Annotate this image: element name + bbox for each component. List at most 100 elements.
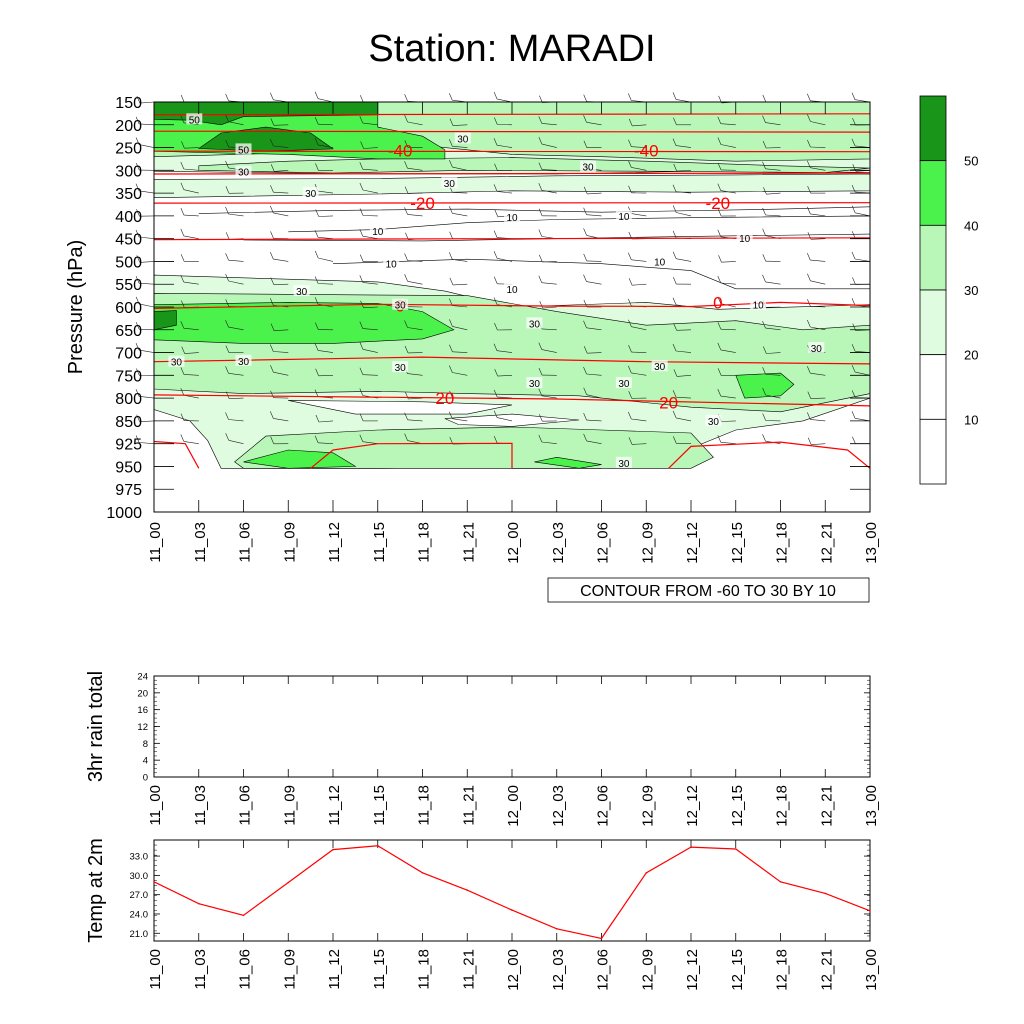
wind-barb bbox=[180, 321, 185, 329]
wind-barb bbox=[362, 349, 378, 353]
wind-barb bbox=[136, 414, 140, 422]
info-label: CONTOUR FROM -60 TO 30 BY 10 bbox=[547, 577, 870, 603]
wind-barb bbox=[807, 299, 811, 307]
colorbar-swatch bbox=[919, 160, 947, 226]
humidity-label: 10 bbox=[386, 260, 398, 271]
temp-point bbox=[869, 910, 871, 912]
label-bg bbox=[168, 355, 185, 367]
humidity-label: 30 bbox=[444, 179, 456, 190]
wind-barb bbox=[631, 351, 647, 353]
colorbar: 50 40 30 20 10 bbox=[919, 95, 978, 485]
humidity-label: 30 bbox=[583, 163, 595, 174]
wind-barb bbox=[721, 261, 736, 263]
wind-barb bbox=[586, 419, 602, 422]
wind-barb bbox=[225, 345, 230, 353]
wind-barb bbox=[135, 116, 140, 125]
humidity-label: 10 bbox=[506, 213, 518, 224]
wind-barb bbox=[539, 254, 543, 263]
info-text: CONTOUR FROM -60 TO 30 BY 10 bbox=[580, 583, 836, 600]
wind-barb bbox=[583, 387, 587, 395]
wind-barb bbox=[138, 349, 155, 353]
temp-point bbox=[556, 928, 558, 930]
wind-barb bbox=[807, 391, 812, 399]
wind-barb bbox=[855, 371, 871, 376]
wind-barb bbox=[717, 435, 722, 443]
wind-barb bbox=[180, 367, 185, 375]
wind-barb bbox=[407, 419, 423, 422]
wind-barb bbox=[675, 350, 692, 353]
y-tick-label: 20 bbox=[137, 688, 148, 699]
x-tick-label: 12_06 bbox=[595, 949, 612, 991]
wind-barb bbox=[676, 170, 692, 172]
wind-barb bbox=[676, 329, 692, 331]
wind-barb bbox=[631, 146, 647, 148]
wind-barb bbox=[628, 391, 632, 399]
wind-barb bbox=[404, 161, 408, 169]
wind-barb bbox=[494, 322, 498, 331]
wind-barb bbox=[541, 123, 557, 126]
x-tick-label: 11_18 bbox=[416, 522, 433, 563]
y-tick-label: 450 bbox=[115, 232, 142, 249]
x-tick-label: 12_15 bbox=[729, 785, 746, 827]
y-tick-label: 27.0 bbox=[130, 890, 149, 901]
wind-barb bbox=[363, 306, 378, 309]
wind-barb bbox=[852, 277, 856, 285]
colorbar-swatch bbox=[919, 289, 947, 356]
temperature-label: -20 bbox=[410, 194, 435, 213]
x-tick-label: 12_03 bbox=[550, 522, 567, 564]
label-bg bbox=[302, 187, 319, 199]
wind-barb bbox=[538, 162, 543, 170]
wind-barb bbox=[628, 365, 632, 374]
wind-barb bbox=[493, 230, 498, 238]
wind-barb bbox=[270, 164, 275, 172]
contour-line bbox=[198, 206, 871, 214]
wind-barb bbox=[807, 273, 811, 281]
wind-barb bbox=[452, 146, 468, 148]
wind-barb bbox=[183, 189, 199, 194]
wind-barb bbox=[359, 388, 364, 396]
label-bg bbox=[383, 257, 400, 269]
wind-barb bbox=[362, 122, 378, 126]
wind-barb bbox=[675, 145, 692, 148]
wind-barb bbox=[762, 228, 766, 236]
wind-barb bbox=[493, 276, 498, 284]
wind-barb bbox=[628, 319, 632, 327]
temperature-contour bbox=[153, 130, 871, 133]
wind-barb bbox=[583, 186, 588, 195]
wind-barb bbox=[810, 372, 826, 376]
wind-barb bbox=[449, 139, 453, 147]
temperature-contour bbox=[153, 150, 871, 153]
humidity-label: 10 bbox=[654, 257, 666, 268]
wind-barb bbox=[273, 258, 289, 262]
wind-barb bbox=[404, 140, 409, 148]
wind-barb bbox=[541, 169, 557, 171]
wind-barb bbox=[404, 433, 408, 441]
wind-barb bbox=[184, 352, 199, 354]
wind-barb bbox=[586, 122, 602, 126]
wind-barb bbox=[539, 414, 543, 422]
wind-barb bbox=[449, 252, 453, 260]
label-bg bbox=[526, 317, 543, 329]
wind-barb bbox=[855, 212, 871, 217]
wind-barb bbox=[404, 274, 408, 282]
wind-barb bbox=[315, 209, 319, 217]
temp-point bbox=[421, 872, 424, 874]
colorbar-swatch bbox=[919, 418, 947, 485]
wind-barb bbox=[583, 274, 587, 282]
wind-barb bbox=[541, 349, 557, 353]
wind-barb bbox=[717, 275, 722, 284]
wind-barb bbox=[762, 434, 766, 442]
wind-barb bbox=[407, 260, 423, 262]
temp-point bbox=[824, 892, 827, 895]
wind-barb bbox=[139, 123, 155, 126]
wind-barb bbox=[851, 231, 856, 239]
wind-barb bbox=[539, 95, 543, 103]
wind-barb bbox=[362, 282, 378, 285]
x-tick-label: 12_18 bbox=[774, 785, 791, 827]
temp-point bbox=[332, 848, 334, 851]
wind-barb bbox=[138, 236, 155, 239]
wind-barb bbox=[180, 413, 185, 421]
wind-barb bbox=[452, 305, 468, 308]
wind-barb bbox=[183, 214, 199, 217]
wind-barb bbox=[851, 92, 856, 100]
